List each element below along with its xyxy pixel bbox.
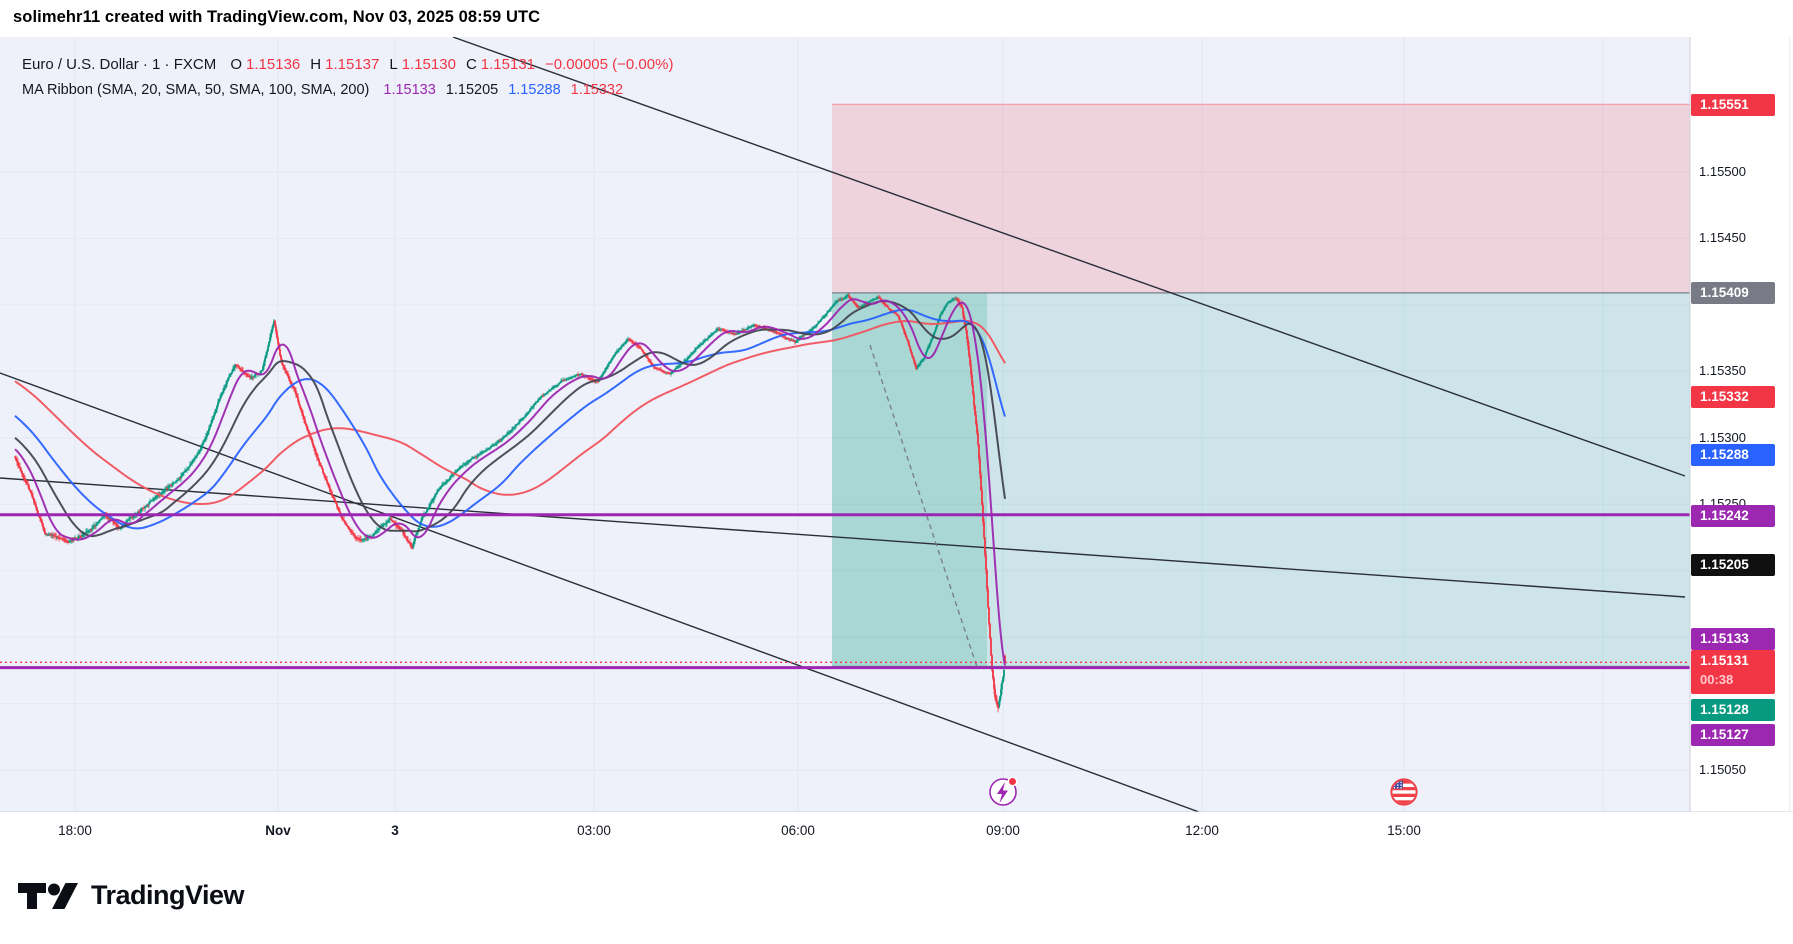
dashed-projection-line[interactable] bbox=[869, 344, 978, 668]
time-tick-0300: 03:00 bbox=[577, 823, 611, 838]
time-tick-1500: 15:00 bbox=[1387, 823, 1421, 838]
tradingview-logo[interactable]: TradingView bbox=[18, 880, 245, 911]
tradingview-logo-icon bbox=[18, 882, 78, 909]
notification-dot bbox=[1007, 776, 1018, 787]
indicator-legend-row[interactable]: MA Ribbon (SMA, 20, SMA, 50, SMA, 100, S… bbox=[22, 79, 673, 101]
price-label-1.15551: 1.15551 bbox=[1691, 94, 1775, 116]
price-label-1.15128: 1.15128 bbox=[1691, 699, 1775, 721]
symbol-legend-row[interactable]: Euro / U.S. Dollar · 1 · FXCM O 1.15136 H 1… bbox=[22, 54, 673, 76]
price-scale-axis[interactable]: 1.15500 1.15450 1.15350 1.15300 1.15250 1.150… bbox=[1690, 37, 1793, 812]
change-value: −0.00005 (−0.00%) bbox=[545, 56, 674, 73]
economic-event-us-flag[interactable] bbox=[1390, 778, 1418, 806]
us-flag-icon bbox=[1392, 780, 1416, 804]
time-tick-0900: 09:00 bbox=[986, 823, 1020, 838]
symbol-title: Euro / U.S. Dollar · 1 · FXCM bbox=[22, 56, 217, 73]
take-profit-zone[interactable] bbox=[832, 292, 1690, 667]
price-label-1.15409: 1.15409 bbox=[1691, 282, 1775, 304]
ma-ribbon-indicator[interactable] bbox=[14, 298, 1006, 666]
time-tick-1800: 18:00 bbox=[58, 823, 92, 838]
stop-loss-zone[interactable] bbox=[832, 104, 1690, 293]
price-label-1.15205: 1.15205 bbox=[1691, 554, 1775, 576]
grid-lines bbox=[0, 37, 1690, 812]
up-candle-bodies bbox=[45, 294, 1005, 708]
price-label-1.15242: 1.15242 bbox=[1691, 505, 1775, 527]
trendline-1[interactable] bbox=[452, 37, 1686, 477]
price-label-1.15127: 1.15127 bbox=[1691, 724, 1775, 746]
economic-event-lightning[interactable] bbox=[989, 776, 1018, 806]
price-tick-1.15500: 1.15500 bbox=[1699, 164, 1746, 179]
time-tick-Nov: Nov bbox=[265, 823, 291, 838]
sma-100-line[interactable] bbox=[14, 308, 1006, 530]
ma-value-2: 1.15205 bbox=[445, 82, 499, 98]
sma-50-line[interactable] bbox=[14, 300, 1006, 538]
price-label-1.15288: 1.15288 bbox=[1691, 444, 1775, 466]
time-scale-axis[interactable]: 18:00 Nov 3 03:00 06:00 09:00 12:00 15:00 bbox=[0, 812, 1793, 855]
time-tick-0600: 06:00 bbox=[781, 823, 815, 838]
ma-value-3: 1.15288 bbox=[508, 82, 561, 98]
indicator-title: MA Ribbon (SMA, 20, SMA, 50, SMA, 100, S… bbox=[22, 82, 370, 98]
take-profit-zone-inner bbox=[832, 292, 987, 667]
ma-value-1: 1.15133 bbox=[383, 82, 436, 98]
bar-countdown: 00:38 bbox=[1700, 672, 1734, 687]
snapshot-watermark: solimehr11 created with TradingView.com,… bbox=[13, 8, 541, 26]
time-tick-3: 3 bbox=[391, 823, 399, 838]
ohlc-h: H 1.15137 bbox=[310, 56, 380, 73]
price-tick-1.15450: 1.15450 bbox=[1699, 230, 1746, 246]
ohlc-o: O 1.15136 bbox=[230, 56, 301, 73]
lightning-icon bbox=[997, 782, 1008, 803]
ma-value-4: 1.15332 bbox=[570, 82, 624, 98]
trendline-2[interactable] bbox=[0, 477, 1686, 598]
sma-20-line[interactable] bbox=[14, 298, 1006, 666]
price-tick-1.15350: 1.15350 bbox=[1699, 363, 1746, 379]
price-label-1.15133: 1.15133 bbox=[1691, 628, 1775, 650]
trendlines bbox=[0, 37, 1686, 812]
price-label-1.15332: 1.15332 bbox=[1691, 386, 1775, 408]
time-tick-1200: 12:00 bbox=[1185, 823, 1219, 838]
price-label-1.15131: 1.15131 00:38 bbox=[1691, 650, 1775, 694]
trendline-3[interactable] bbox=[0, 372, 1200, 812]
price-tick-1.15050: 1.15050 bbox=[1699, 761, 1746, 777]
sma-200-line[interactable] bbox=[14, 319, 1006, 505]
ohlc-c: C 1.15131 bbox=[465, 56, 536, 73]
short-position-tool[interactable] bbox=[832, 103, 1690, 667]
ohlc-l: L 1.15130 bbox=[389, 56, 456, 73]
price-tick-1.15300: 1.15300 bbox=[1699, 429, 1746, 445]
tradingview-logo-text: TradingView bbox=[91, 880, 245, 910]
chart-legend: Euro / U.S. Dollar · 1 · FXCM O 1.15136 H 1… bbox=[22, 54, 673, 101]
